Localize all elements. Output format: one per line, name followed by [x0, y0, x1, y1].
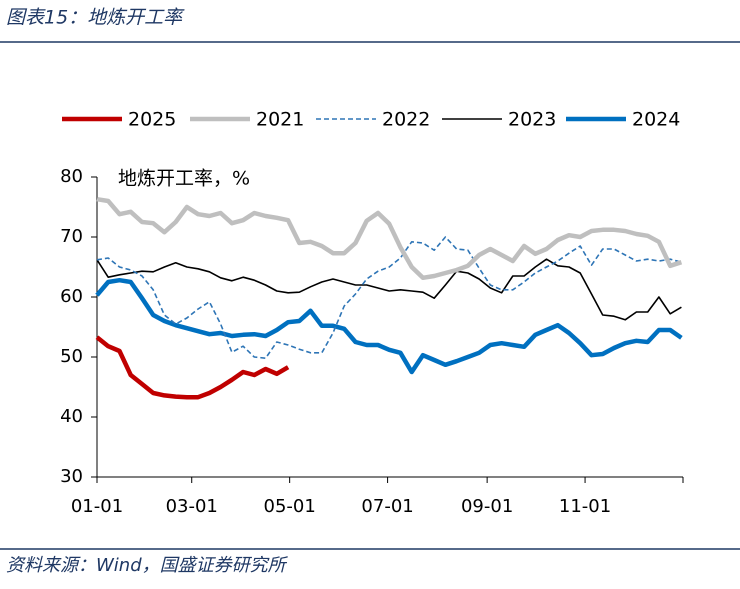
legend-label: 2022 — [382, 109, 430, 131]
y-tick-label: 50 — [60, 346, 83, 367]
series-line — [95, 335, 290, 400]
series-line — [95, 277, 683, 375]
legend-label: 2023 — [508, 109, 556, 131]
y-tick-label: 30 — [60, 466, 83, 487]
legend-label: 2025 — [128, 109, 176, 131]
legend-label: 2024 — [632, 109, 680, 131]
y-tick-label: 80 — [60, 166, 83, 187]
x-tick-label: 09-01 — [461, 496, 513, 517]
y-tick-label: 60 — [60, 286, 83, 307]
legend-label: 2021 — [256, 109, 304, 131]
y-axis-label: 地炼开工率，% — [118, 168, 250, 190]
x-tick-label: 03-01 — [166, 496, 218, 517]
x-tick-label: 07-01 — [361, 496, 413, 517]
source-note: 资料来源：Wind，国盛证券研究所 — [6, 555, 289, 576]
series-line — [96, 258, 682, 321]
x-tick-label: 01-01 — [71, 496, 123, 517]
x-tick-label: 05-01 — [264, 496, 316, 517]
series-line — [96, 196, 683, 281]
y-tick-label: 70 — [60, 226, 83, 247]
series-line — [96, 236, 682, 359]
y-tick-label: 40 — [60, 406, 83, 427]
chart-title: 图表15：地炼开工率 — [6, 7, 185, 29]
x-tick-label: 11-01 — [559, 496, 611, 517]
